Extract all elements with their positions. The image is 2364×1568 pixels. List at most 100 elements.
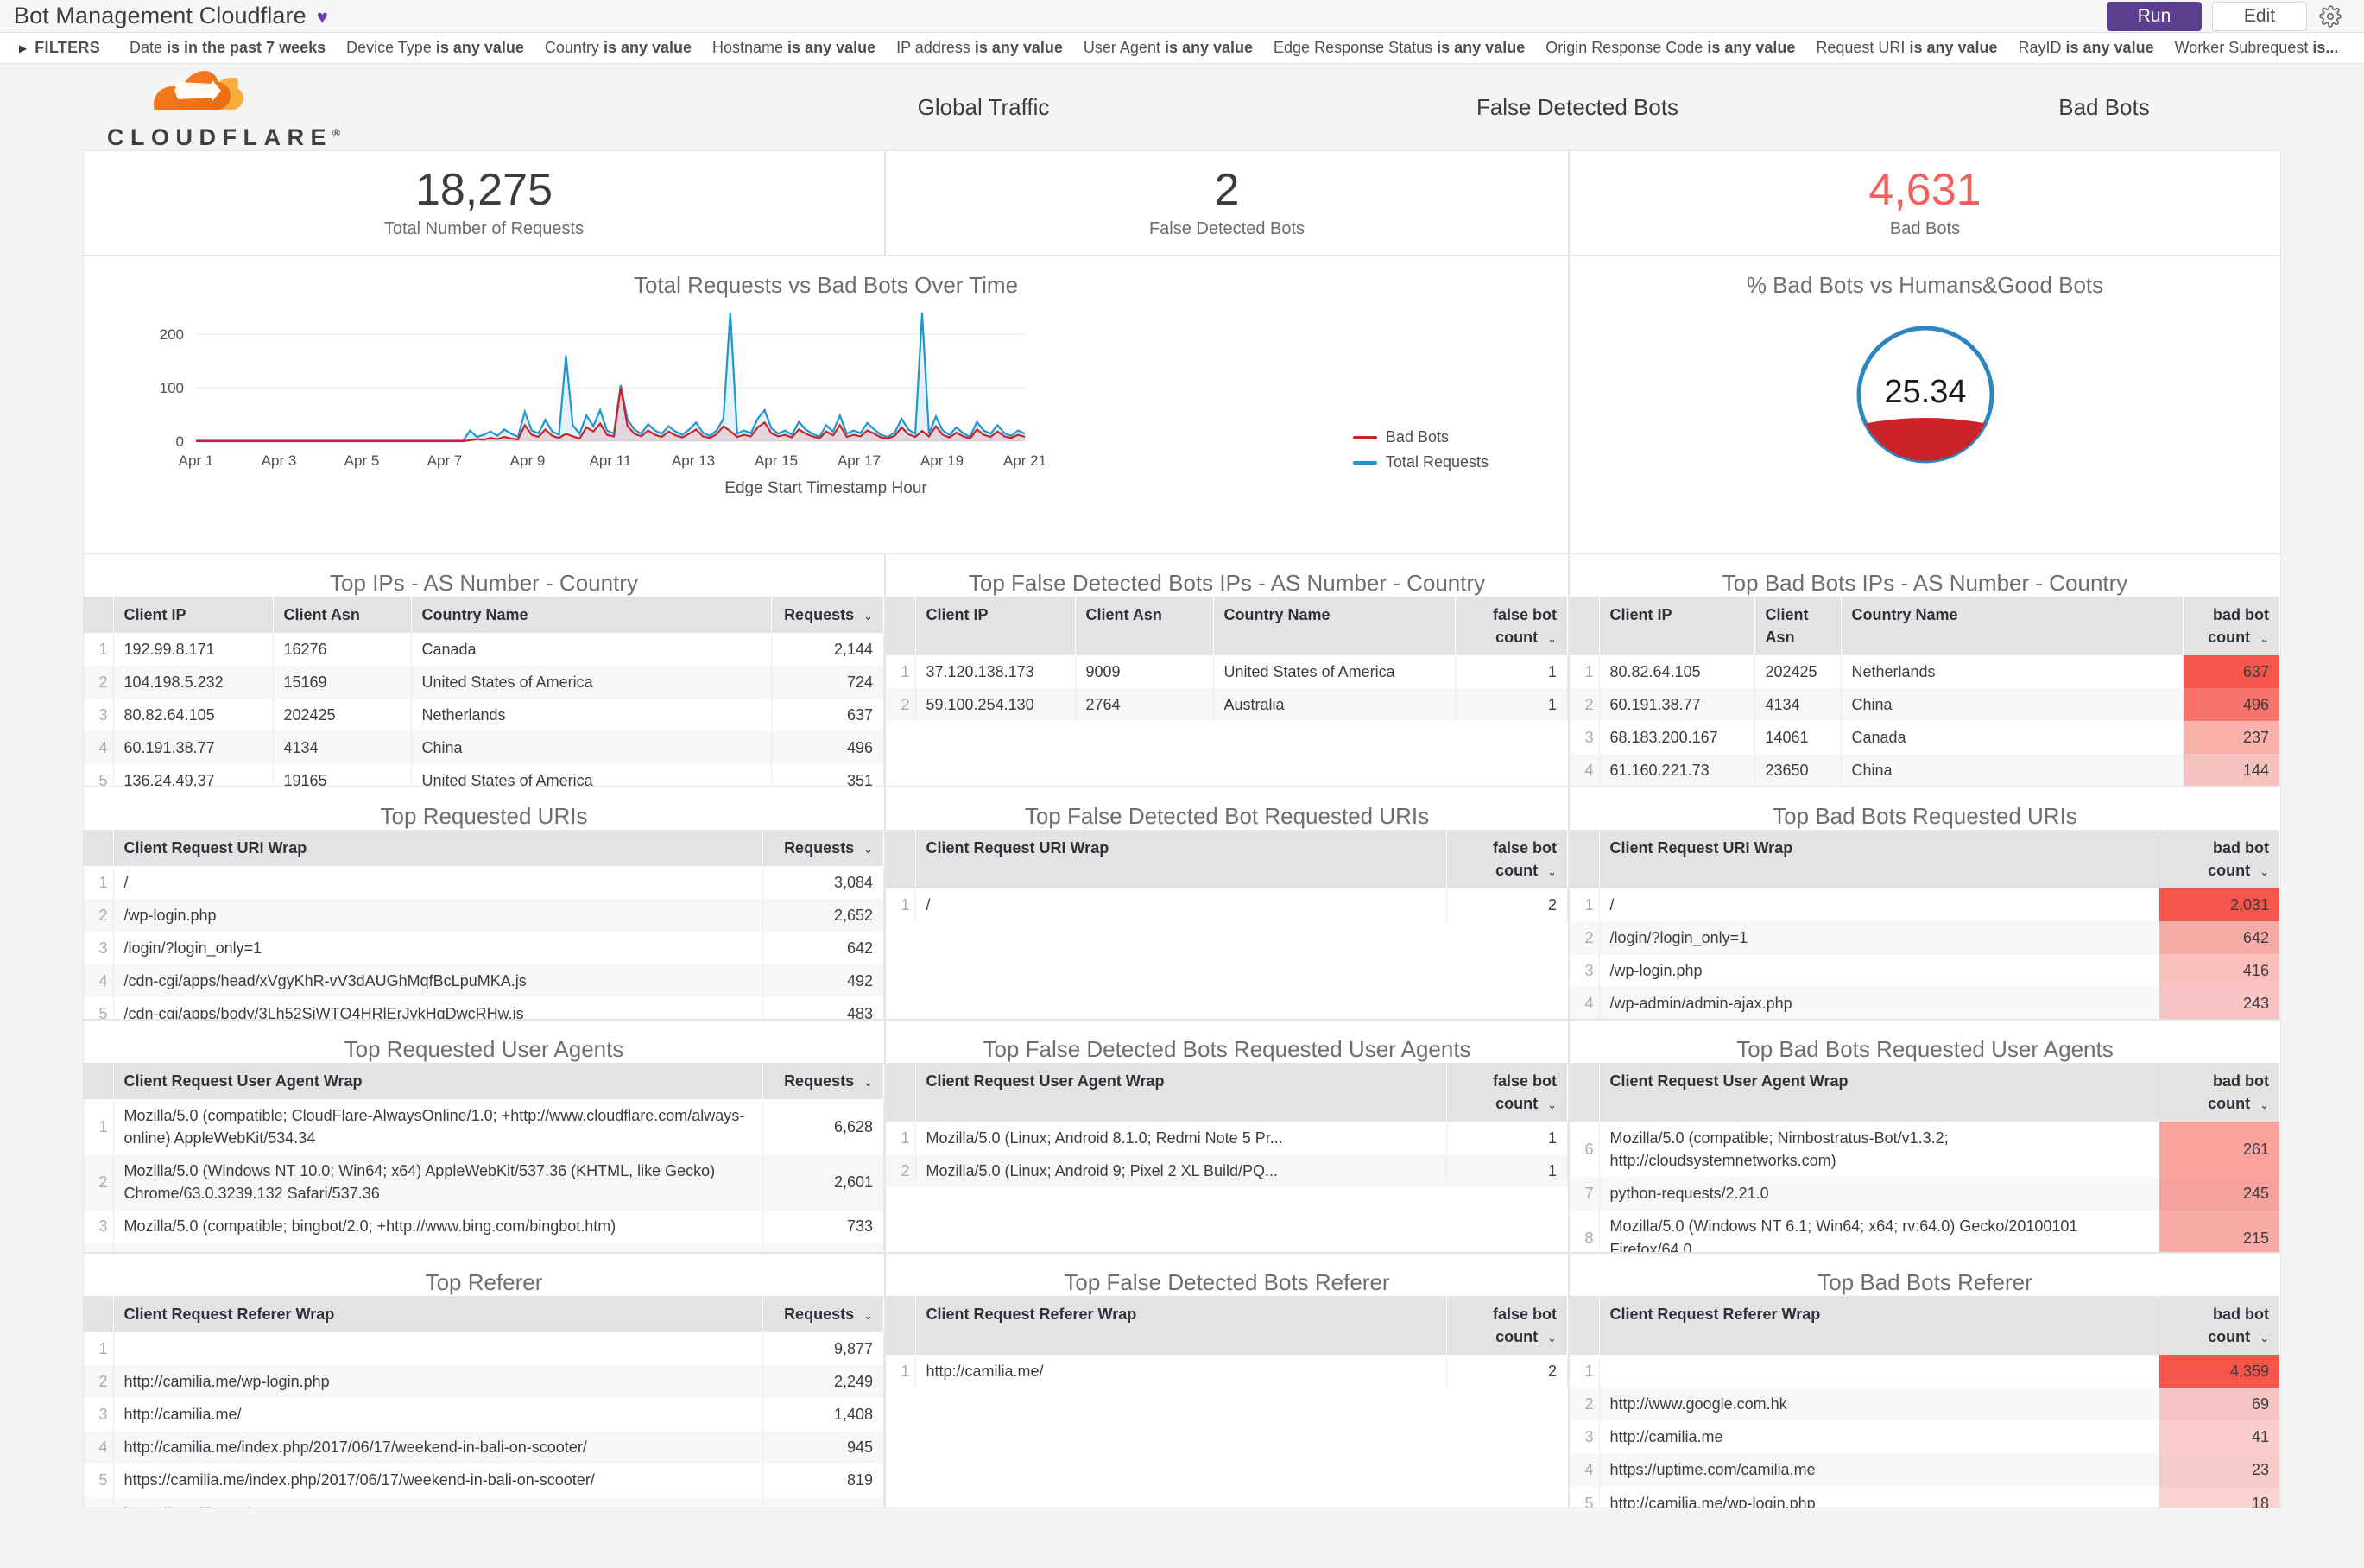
table-tile-top-false-detected-bots-ips-as-number-country[interactable]: Top False Detected Bots IPs - AS Number … [885, 553, 1569, 787]
table-row[interactable]: 2 60.191.38.77 4134 China 496 [1570, 688, 2280, 722]
column-header[interactable]: Client Request User Agent Wrap [113, 1063, 763, 1100]
column-header[interactable]: Requests ⌄ [762, 830, 884, 867]
column-header[interactable]: Client Request Referer Wrap [915, 1296, 1447, 1356]
table-row[interactable]: 1/2 [886, 888, 1568, 922]
table-row[interactable]: 5 http://camilia.me/wp-login.php 18 [1570, 1486, 2280, 1508]
table-tile-top-false-detected-bots-requested-user-agents[interactable]: Top False Detected Bots Requested User A… [885, 1020, 1569, 1253]
column-header[interactable]: Client Request URI Wrap [113, 830, 763, 867]
table-row[interactable]: 8 Mozilla/5.0 (Windows NT 6.1; Win64; x64… [1570, 1210, 2280, 1252]
table-row[interactable]: 4 https://uptime.com/camilia.me 23 [1570, 1453, 2280, 1487]
table-tile-top-false-detected-bots-referer[interactable]: Top False Detected Bots Referer Client R… [885, 1253, 1569, 1508]
kpi-total-requests[interactable]: 18,275 Total Number of Requests [83, 150, 885, 256]
filter-item-ip-address[interactable]: IP address is any value [896, 39, 1063, 57]
table-row[interactable]: 3 Mozilla/5.0 (compatible; bingbot/2.0; +… [84, 1210, 884, 1243]
column-header[interactable]: Client Asn [273, 597, 412, 634]
column-header[interactable]: Client Asn [1754, 597, 1842, 656]
table-row[interactable]: 4/cdn-cgi/apps/head/xVgyKhR-vV3dAUGhMqfB… [84, 964, 884, 998]
table-row[interactable]: 5/cdn-cgi/apps/body/3Lh52SjWTQ4HRlErJykH… [84, 997, 884, 1019]
column-header[interactable]: Client IP [1599, 597, 1755, 656]
table-row[interactable]: 5 https://camilia.me/index.php/2017/06/17… [84, 1464, 884, 1497]
table-row[interactable]: 3 http://camilia.me/1,408 [84, 1398, 884, 1432]
table-row[interactable]: 1/2,031 [1570, 888, 2280, 922]
column-header[interactable]: false bot count ⌄ [1446, 1063, 1568, 1122]
column-header[interactable]: bad bot count ⌄ [2159, 1296, 2280, 1356]
table-row[interactable]: 4/wp-admin/admin-ajax.php 243 [1570, 987, 2280, 1019]
column-header[interactable]: bad bot count ⌄ [2183, 597, 2280, 656]
table-row[interactable]: 3 http://camilia.me 41 [1570, 1420, 2280, 1454]
filter-item-edge-response-status[interactable]: Edge Response Status is any value [1274, 39, 1525, 57]
table-row[interactable]: 1 http://camilia.me/2 [886, 1355, 1568, 1388]
table-row[interactable]: 4 http://camilia.me/index.php/2017/06/17/… [84, 1431, 884, 1464]
table-row[interactable]: 2 Mozilla/5.0 (Windows NT 10.0; Win64; x6… [84, 1154, 884, 1211]
table-row[interactable]: 1 Mozilla/5.0 (compatible; CloudFlare-Alw… [84, 1099, 884, 1155]
table-tile-top-ips-as-number-country[interactable]: Top IPs - AS Number - Country Client IP C… [83, 553, 885, 787]
filter-item-request-uri[interactable]: Request URI is any value [1816, 39, 1997, 57]
gauge-tile[interactable]: % Bad Bots vs Humans&Good Bots 25.34 [1569, 256, 2281, 553]
table-row[interactable]: 7 python-requests/2.21.0 245 [1570, 1177, 2280, 1211]
table-row[interactable]: 6https://camilia.me/458 [84, 1496, 884, 1508]
legend-item-bad-bots[interactable]: Bad Bots [1352, 428, 1489, 446]
run-button[interactable]: Run [2107, 1, 2202, 31]
column-header[interactable]: Client Asn [1075, 597, 1214, 656]
column-header[interactable]: Requests ⌄ [762, 1296, 884, 1333]
column-header[interactable]: Client Request User Agent Wrap [1599, 1063, 2159, 1122]
filter-item-worker-subrequest[interactable]: Worker Subrequest is... [2175, 39, 2339, 57]
table-tile-top-bad-bots-requested-uris[interactable]: Top Bad Bots Requested URIs Client Reque… [1569, 787, 2281, 1020]
filters-toggle[interactable]: ▶ FILTERS [19, 39, 100, 57]
table-row[interactable]: 5 136.24.49.37 19165 United States of Ameri… [84, 764, 884, 786]
table-row[interactable]: 1/3,084 [84, 866, 884, 900]
column-header[interactable]: Client Request User Agent Wrap [915, 1063, 1447, 1122]
table-tile-top-requested-user-agents[interactable]: Top Requested User Agents Client Request… [83, 1020, 885, 1253]
column-header[interactable]: Client Request URI Wrap [1599, 830, 2159, 889]
edit-button[interactable]: Edit [2212, 1, 2307, 31]
column-header[interactable]: Country Name [411, 597, 772, 634]
timeseries-chart-tile[interactable]: Total Requests vs Bad Bots Over Time 0 10… [83, 256, 1569, 553]
column-header[interactable]: Client Request URI Wrap [915, 830, 1447, 889]
table-row[interactable]: 2/wp-login.php 2,652 [84, 899, 884, 933]
table-row[interactable]: 4 681 [84, 1242, 884, 1252]
table-row[interactable]: 3/wp-login.php 416 [1570, 954, 2280, 988]
filter-item-country[interactable]: Country is any value [545, 39, 692, 57]
table-row[interactable]: 3 80.82.64.105 202425 Netherlands 637 [84, 699, 884, 732]
table-tile-top-requested-uris[interactable]: Top Requested URIs Client Request URI Wr… [83, 787, 885, 1020]
filter-item-device-type[interactable]: Device Type is any value [346, 39, 524, 57]
column-header[interactable]: bad bot count ⌄ [2159, 1063, 2280, 1122]
column-header[interactable]: Requests ⌄ [771, 597, 884, 634]
table-row[interactable]: 1 192.99.8.171 16276 Canada 2,144 [84, 633, 884, 667]
table-row[interactable]: 4 60.191.38.77 4134 China 496 [84, 731, 884, 765]
table-tile-top-bad-bots-requested-user-agents[interactable]: Top Bad Bots Requested User Agents Clien… [1569, 1020, 2281, 1253]
table-row[interactable]: 1 4,359 [1570, 1355, 2280, 1388]
table-tile-top-bad-bots-ips-as-number-country[interactable]: Top Bad Bots IPs - AS Number - Country C… [1569, 553, 2281, 787]
heart-icon[interactable]: ♥ [316, 5, 328, 28]
table-row[interactable]: 2 59.100.254.130 2764 Australia 1 [886, 688, 1568, 722]
column-header[interactable]: Client Request Referer Wrap [1599, 1296, 2159, 1356]
column-header[interactable]: Country Name [1841, 597, 2184, 656]
filter-item-user-agent[interactable]: User Agent is any value [1084, 39, 1253, 57]
filter-item-rayid[interactable]: RayID is any value [2019, 39, 2154, 57]
column-header[interactable]: bad bot count ⌄ [2159, 830, 2280, 889]
filter-item-hostname[interactable]: Hostname is any value [712, 39, 875, 57]
table-tile-top-false-detected-bot-requested-uris[interactable]: Top False Detected Bot Requested URIs Cl… [885, 787, 1569, 1020]
table-row[interactable]: 2 http://www.google.com.hk 69 [1570, 1388, 2280, 1421]
filter-item-origin-response-code[interactable]: Origin Response Code is any value [1545, 39, 1795, 57]
legend-item-total-requests[interactable]: Total Requests [1352, 453, 1489, 471]
column-header[interactable]: Requests ⌄ [762, 1063, 884, 1100]
table-row[interactable]: 4 61.160.221.73 23650 China 144 [1570, 754, 2280, 786]
filter-item-date[interactable]: Date is in the past 7 weeks [130, 39, 326, 57]
column-header[interactable]: false bot count ⌄ [1446, 1296, 1568, 1356]
column-header[interactable]: Country Name [1213, 597, 1456, 656]
column-header[interactable]: Client IP [915, 597, 1076, 656]
table-row[interactable]: 1 80.82.64.105 202425 Netherlands 637 [1570, 655, 2280, 689]
table-row[interactable]: 2 Mozilla/5.0 (Linux; Android 9; Pixel 2 … [886, 1154, 1568, 1188]
column-header[interactable]: Client Request Referer Wrap [113, 1296, 763, 1333]
kpi-false-detected-bots[interactable]: 2 False Detected Bots [885, 150, 1569, 256]
table-row[interactable]: 6 Mozilla/5.0 (compatible; Nimbostratus-B… [1570, 1122, 2280, 1178]
column-header[interactable]: false bot count ⌄ [1446, 830, 1568, 889]
gear-icon[interactable] [2307, 4, 2354, 28]
column-header[interactable]: false bot count ⌄ [1455, 597, 1568, 656]
column-header[interactable]: Client IP [113, 597, 274, 634]
table-tile-top-bad-bots-referer[interactable]: Top Bad Bots Referer Client Request Refe… [1569, 1253, 2281, 1508]
table-row[interactable]: 1 Mozilla/5.0 (Linux; Android 8.1.0; Redm… [886, 1122, 1568, 1155]
table-tile-top-referer[interactable]: Top Referer Client Request Referer Wrap R… [83, 1253, 885, 1508]
table-row[interactable]: 2/login/?login_only=1 642 [1570, 921, 2280, 955]
